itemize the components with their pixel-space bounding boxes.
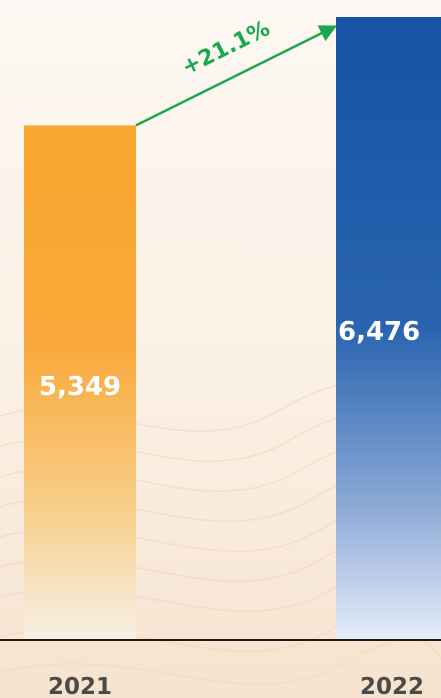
bars-group xyxy=(24,17,441,640)
bar-2021 xyxy=(24,125,136,640)
bar-value-label-2021: 5,349 xyxy=(39,372,121,402)
x-tick-label-2021: 2021 xyxy=(48,674,112,698)
change-arrow xyxy=(135,25,338,127)
bar-value-label-2022: 6,476 xyxy=(338,317,420,347)
x-tick-label-2022: 2022 xyxy=(360,674,424,698)
bar-2022 xyxy=(336,17,441,640)
labels-group: 5,349 2021 6,476 2022 xyxy=(39,317,424,698)
